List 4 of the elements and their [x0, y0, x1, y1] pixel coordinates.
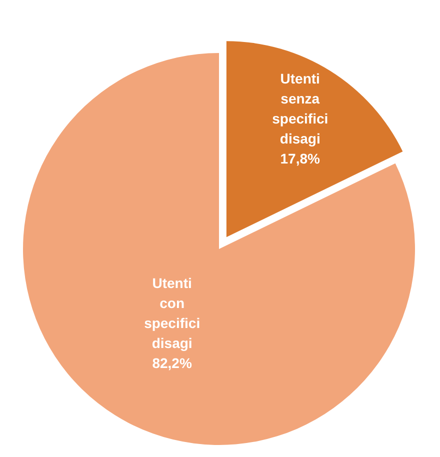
data-label: 82,2% [152, 354, 192, 371]
slice-label: Utenti senza specifici disagi [272, 70, 328, 146]
slice-label: Utenti con specifici disagi [144, 274, 200, 351]
data-label: 17,8% [280, 150, 321, 166]
